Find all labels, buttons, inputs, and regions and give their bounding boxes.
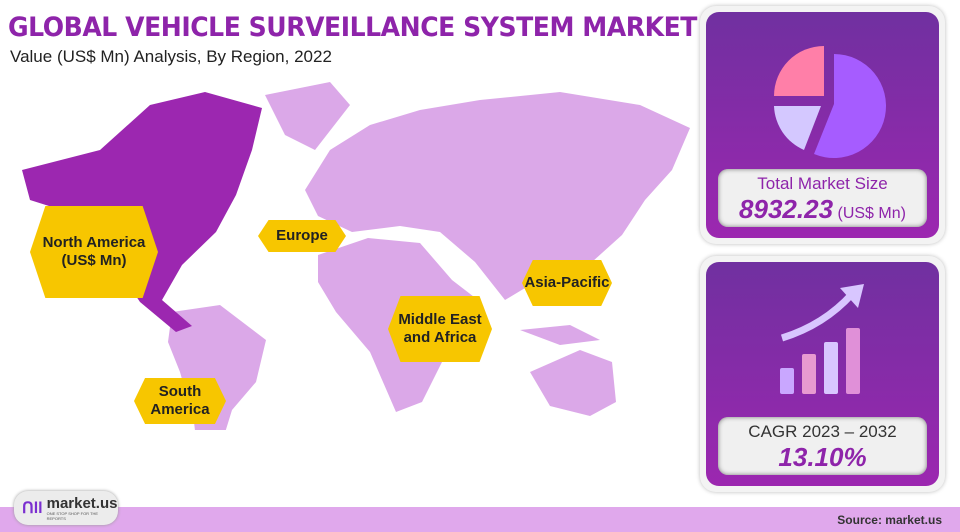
label-europe: Europe (258, 220, 346, 252)
market-size-value: 8932.23 (739, 194, 834, 224)
map-australia (530, 350, 616, 416)
source-text: Source: market.us (837, 513, 942, 527)
logo-mark-icon: ᑎll (22, 500, 43, 517)
logo-text: market.us (46, 494, 118, 512)
market-size-box: Total Market Size 8932.23 (US$ Mn) (718, 169, 927, 227)
map-greenland (265, 82, 350, 150)
page-title: GLOBAL VEHICLE SURVEILLANCE SYSTEM MARKE… (8, 12, 697, 43)
label-south-america: South America (134, 378, 226, 424)
cagr-card: CAGR 2023 – 2032 13.10% (700, 256, 945, 492)
cagr-box: CAGR 2023 – 2032 13.10% (718, 417, 927, 475)
market-size-unit: (US$ Mn) (837, 205, 906, 222)
map-eurasia (305, 92, 690, 300)
label-north-america: North America (US$ Mn) (30, 206, 158, 298)
cagr-value: 13.10% (778, 442, 867, 472)
label-middle-east-africa: Middle East and Africa (388, 296, 492, 362)
pie-chart-icon (774, 46, 886, 158)
map-indonesia (520, 325, 600, 345)
market-size-card: Total Market Size 8932.23 (US$ Mn) (700, 6, 945, 244)
market-us-logo: ᑎll market.us ONE STOP SHOP FOR THE REPO… (14, 491, 118, 525)
growth-bar-chart-icon (780, 284, 864, 394)
market-size-label: Total Market Size (757, 174, 888, 193)
label-asia-pacific: Asia-Pacific (522, 260, 612, 306)
footer-bar: Source: market.us (0, 507, 960, 532)
page-subtitle: Value (US$ Mn) Analysis, By Region, 2022 (10, 47, 332, 66)
cagr-label: CAGR 2023 – 2032 (748, 422, 897, 441)
logo-tagline: ONE STOP SHOP FOR THE REPORTS (46, 510, 99, 521)
